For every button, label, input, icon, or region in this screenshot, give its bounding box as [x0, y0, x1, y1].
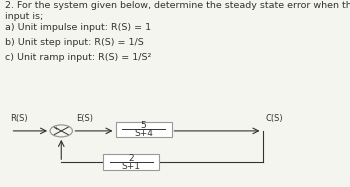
Text: 2. For the system given below, determine the steady state error when the referen: 2. For the system given below, determine…	[5, 1, 350, 10]
Text: +: +	[54, 126, 59, 131]
Text: E(S): E(S)	[76, 114, 93, 123]
Text: input is;: input is;	[5, 12, 43, 21]
Text: b) Unit step input: R(S) = 1/S: b) Unit step input: R(S) = 1/S	[5, 38, 144, 47]
Text: S+4: S+4	[134, 129, 153, 138]
Text: C(S): C(S)	[266, 114, 284, 123]
Text: S+1: S+1	[122, 162, 141, 171]
Bar	[116, 122, 172, 137]
Bar	[103, 154, 159, 170]
Text: 5: 5	[141, 121, 146, 130]
Text: a) Unit impulse input: R(S) = 1: a) Unit impulse input: R(S) = 1	[5, 23, 151, 32]
Text: c) Unit ramp input: R(S) = 1/S²: c) Unit ramp input: R(S) = 1/S²	[5, 53, 152, 62]
Text: 2: 2	[128, 154, 134, 163]
Text: R(S): R(S)	[10, 114, 28, 123]
